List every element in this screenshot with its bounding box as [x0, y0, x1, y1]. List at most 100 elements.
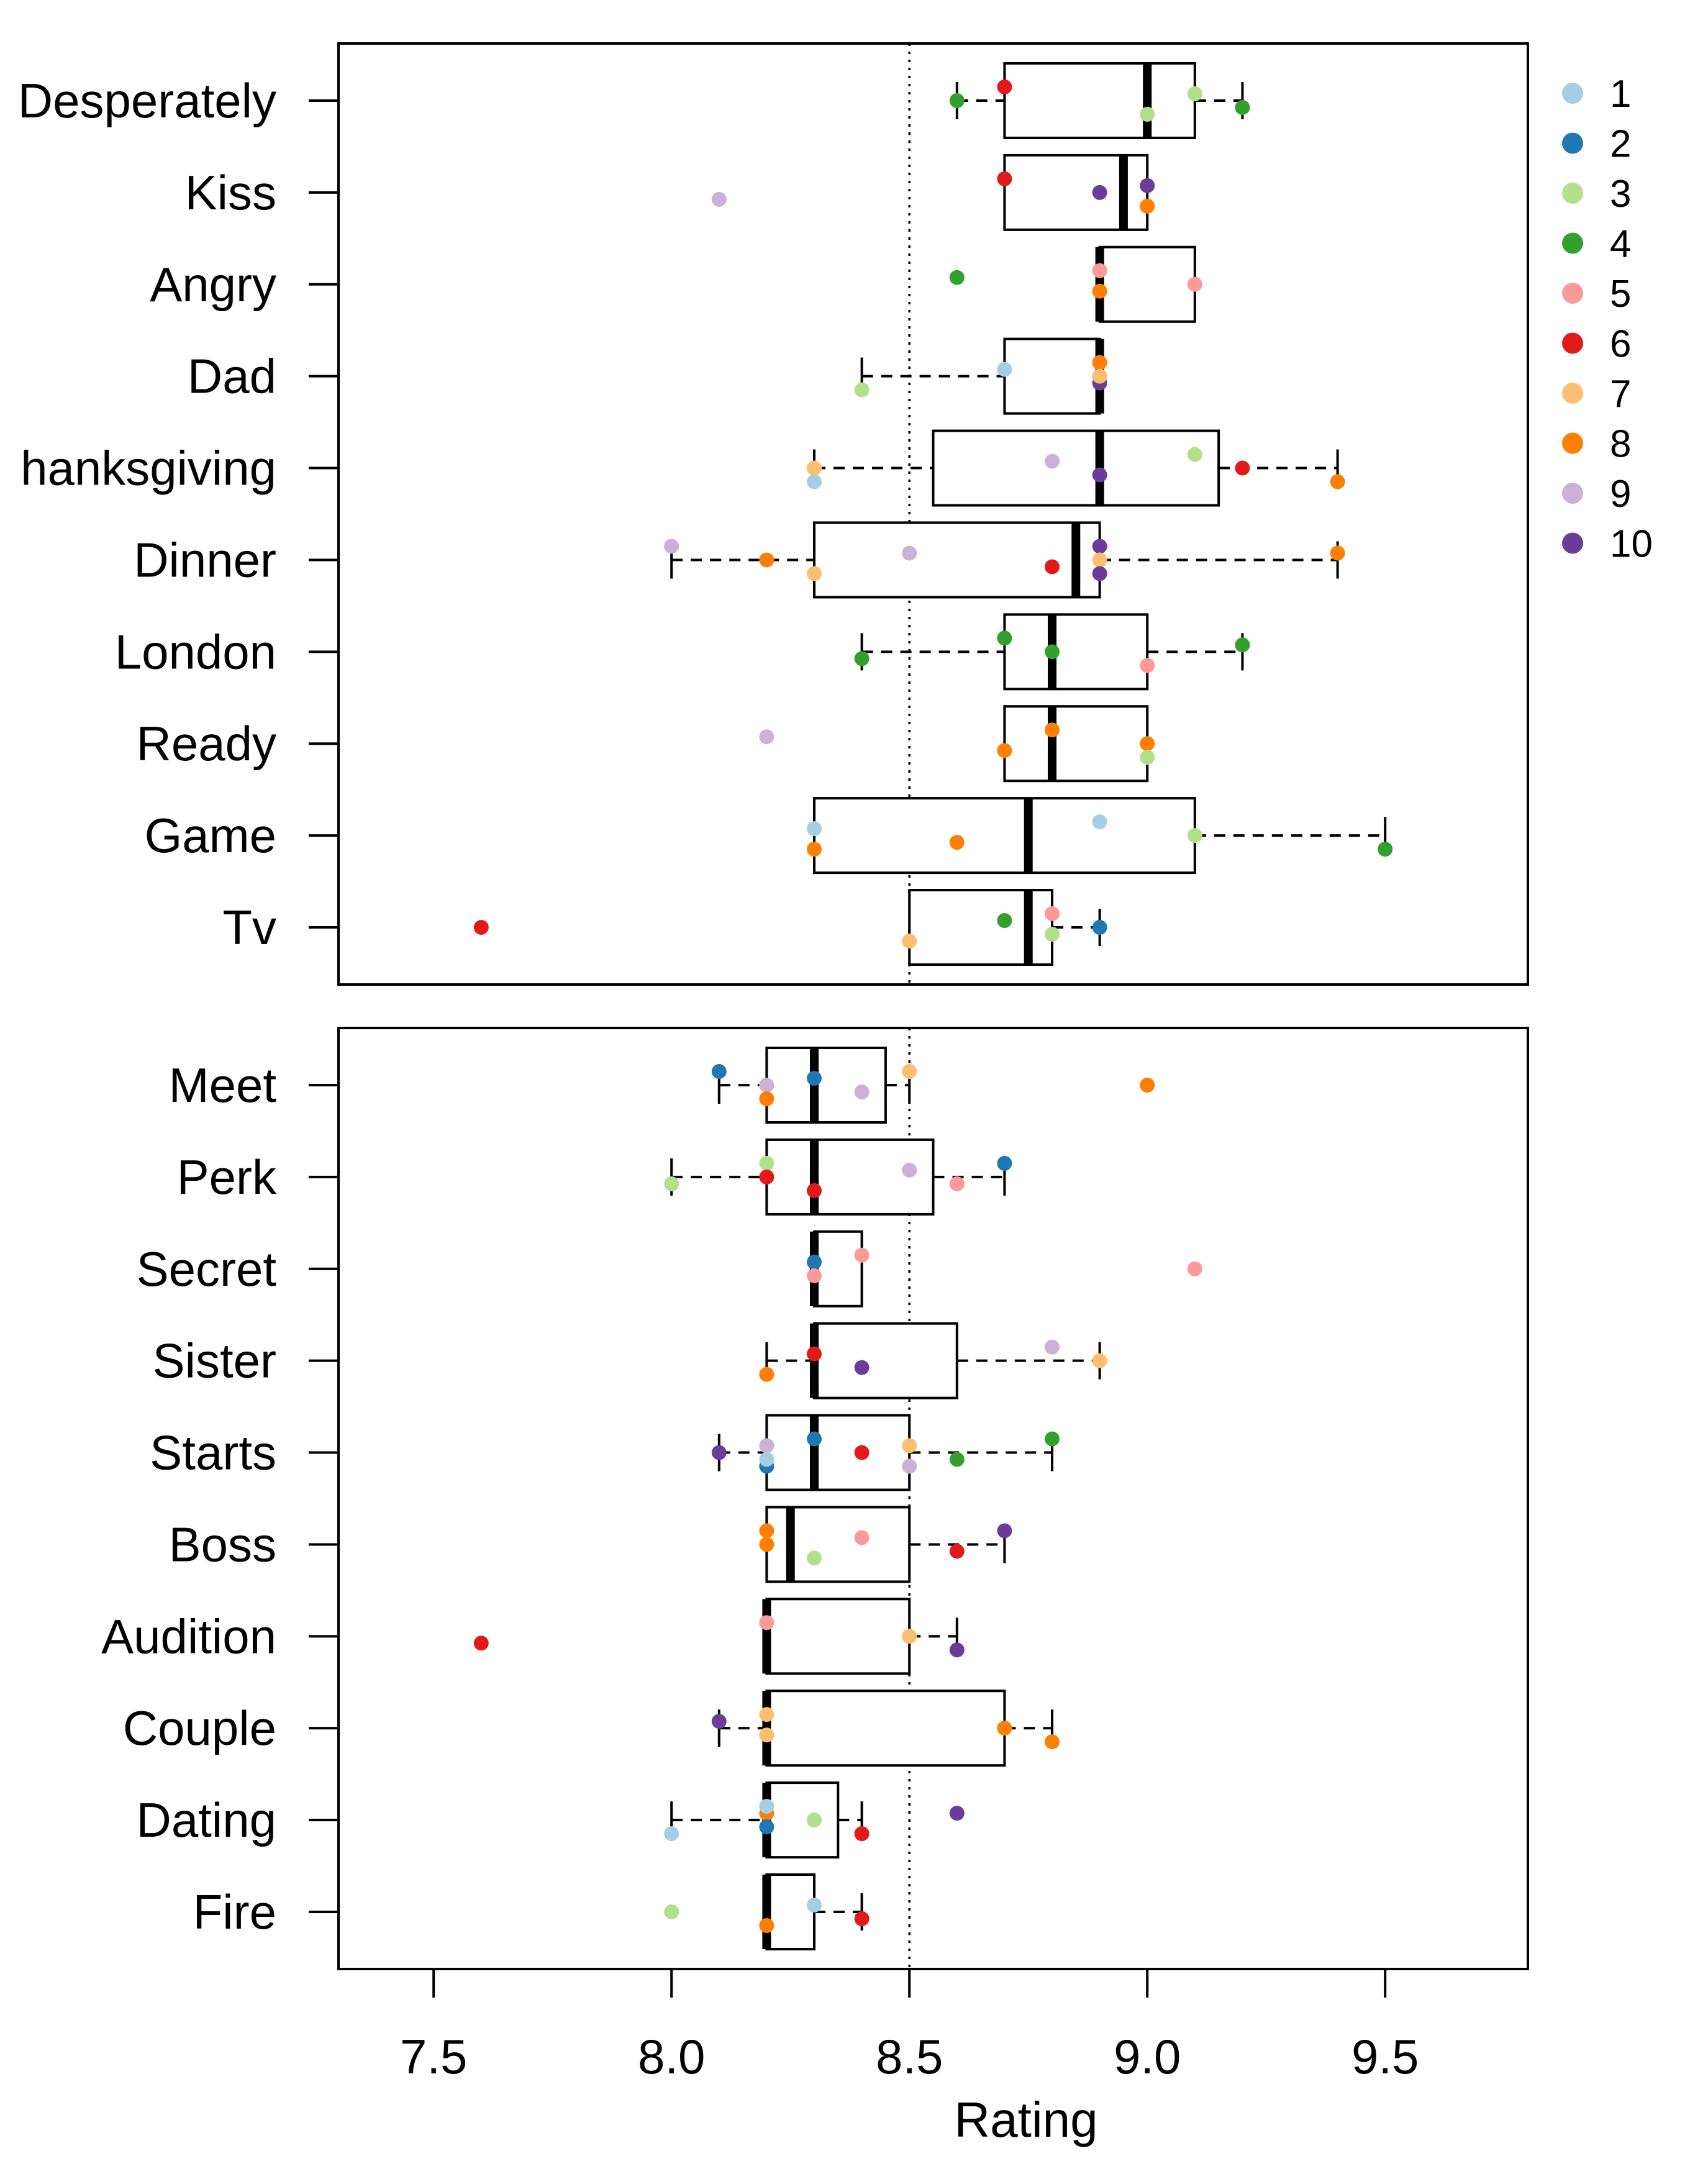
data-point	[854, 382, 870, 398]
data-point	[759, 1523, 775, 1539]
legend-marker	[1562, 183, 1583, 204]
data-point	[759, 1799, 775, 1814]
data-point	[854, 1911, 870, 1926]
x-tick-label: 8.0	[638, 2029, 705, 2084]
category-label: Fire	[193, 1885, 276, 1939]
box	[765, 1047, 887, 1124]
data-point	[1045, 1339, 1060, 1355]
category-perk: Perk	[177, 1138, 1012, 1216]
box	[1098, 245, 1196, 323]
category-hanksgiving: hanksgiving	[20, 429, 1345, 507]
data-point	[997, 913, 1012, 928]
data-point	[1092, 355, 1107, 370]
data-point	[759, 1537, 775, 1552]
legend-label: 3	[1610, 173, 1631, 216]
legend-label: 1	[1610, 73, 1631, 116]
category-label: Kiss	[185, 165, 276, 220]
data-point	[1045, 453, 1060, 469]
legend-item: 4	[1562, 223, 1631, 266]
box	[765, 1138, 935, 1216]
data-point	[1330, 545, 1345, 561]
data-point	[664, 1904, 679, 1919]
data-point	[1330, 474, 1345, 489]
data-point	[759, 1918, 775, 1933]
data-point	[949, 835, 965, 850]
category-label: Starts	[150, 1426, 276, 1480]
category-kiss: Kiss	[185, 153, 1155, 231]
category-dating: Dating	[137, 1781, 965, 1859]
data-point	[1092, 1353, 1107, 1368]
legend-label: 6	[1610, 323, 1631, 366]
data-point	[759, 1615, 775, 1630]
x-axis: 7.5 8.0 8.5 9.0 9.5	[400, 1969, 1419, 2084]
data-point	[711, 1064, 727, 1079]
box	[1003, 62, 1196, 139]
data-point	[997, 1155, 1012, 1171]
data-point	[949, 1452, 965, 1467]
data-point	[807, 1898, 822, 1912]
data-point	[1092, 814, 1107, 830]
category-sister: Sister	[153, 1322, 1107, 1399]
category-secret: Secret	[137, 1230, 1202, 1308]
category-label: Angry	[150, 257, 276, 312]
category-label: London	[115, 624, 276, 679]
legend-marker	[1562, 283, 1583, 304]
box	[765, 1414, 911, 1491]
box	[765, 1690, 1006, 1767]
data-point	[759, 729, 775, 745]
data-point	[1092, 552, 1107, 568]
legend-marker	[1562, 332, 1583, 354]
box	[932, 429, 1220, 507]
category-audition: Audition	[101, 1598, 965, 1675]
category-dad: Dad	[188, 337, 1107, 415]
category-label: Dinner	[134, 532, 276, 587]
legend-label: 2	[1610, 123, 1631, 166]
data-point	[807, 1431, 822, 1447]
box	[813, 1230, 863, 1308]
data-point	[1092, 467, 1107, 483]
category-label: Secret	[137, 1242, 277, 1296]
category-label: Tv	[222, 900, 276, 955]
data-point	[711, 191, 727, 207]
data-point	[949, 1176, 965, 1191]
data-point	[1045, 559, 1060, 575]
category-label: Ready	[137, 716, 276, 771]
panel-frame	[337, 42, 1529, 986]
legend-label: 7	[1610, 373, 1631, 416]
data-point	[1140, 658, 1155, 673]
data-point	[807, 1268, 822, 1283]
data-point	[807, 1812, 822, 1828]
data-point	[1092, 283, 1107, 299]
data-point	[854, 1445, 870, 1460]
data-point	[1187, 1261, 1202, 1276]
data-point	[1187, 276, 1202, 292]
category-boss: Boss	[169, 1506, 1012, 1583]
x-axis-title: Rating	[954, 2092, 1097, 2147]
category-desperately: Desperately	[18, 62, 1250, 139]
data-point	[997, 630, 1012, 646]
data-point	[854, 1360, 870, 1375]
data-point	[473, 920, 489, 935]
data-point	[1235, 100, 1250, 115]
data-point	[1092, 566, 1107, 581]
legend-item: 2	[1562, 123, 1631, 166]
box	[813, 521, 1101, 599]
data-point	[1140, 198, 1155, 214]
data-point	[664, 1826, 679, 1842]
legend-label: 9	[1610, 473, 1631, 516]
data-point	[807, 474, 822, 489]
category-label: Meet	[169, 1058, 277, 1112]
x-tick-label: 7.5	[400, 2029, 467, 2084]
data-point	[902, 1064, 917, 1079]
category-label: Dad	[188, 349, 276, 404]
category-label: Couple	[123, 1701, 276, 1755]
data-point	[759, 1155, 775, 1171]
category-label: Desperately	[18, 73, 276, 128]
category-label: Dating	[137, 1793, 276, 1847]
panel-1: Desperately Kiss Angry Dad hanksgiving Dinner…	[18, 42, 1529, 986]
data-point	[807, 1071, 822, 1086]
data-point	[759, 1169, 775, 1185]
data-point	[807, 1346, 822, 1362]
data-point	[949, 270, 965, 285]
